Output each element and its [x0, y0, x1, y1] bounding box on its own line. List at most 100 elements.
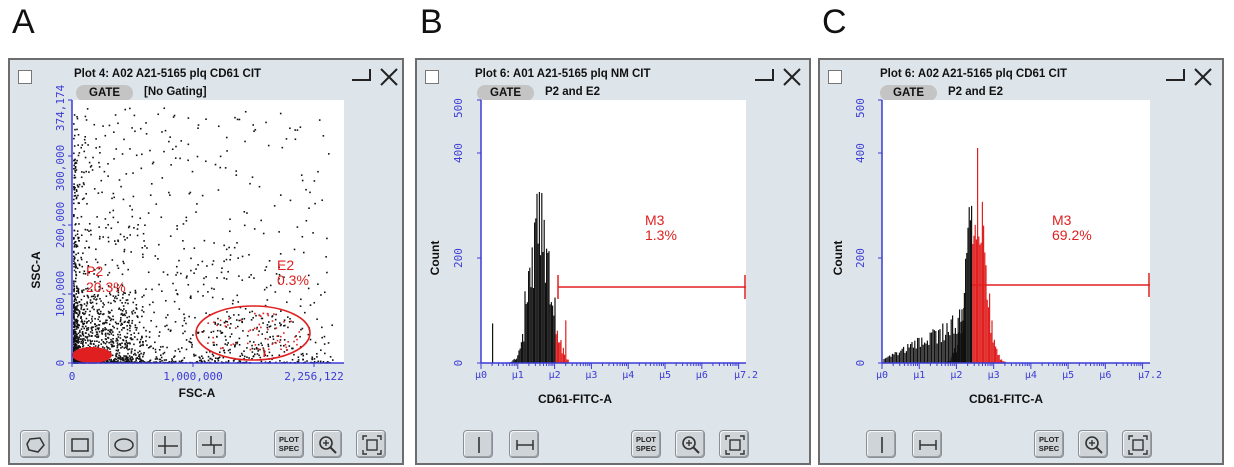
event-dot: [74, 328, 76, 331]
close-icon[interactable]: [781, 66, 803, 88]
minimize-icon[interactable]: [350, 66, 376, 88]
event-dot: [145, 133, 148, 135]
plot-spec-button[interactable]: PLOT SPEC: [631, 430, 661, 458]
event-dot: [130, 338, 133, 341]
event-dot: [290, 320, 292, 323]
gate-button[interactable]: GATE: [880, 85, 938, 101]
range-marker-button[interactable]: [912, 430, 942, 458]
plot-spec-button[interactable]: PLOT SPEC: [274, 430, 304, 458]
quadrant-gate-button[interactable]: [152, 430, 182, 458]
close-icon[interactable]: [1192, 66, 1214, 88]
event-dot: [97, 346, 99, 348]
event-dot: [212, 260, 215, 262]
event-dot: [84, 339, 86, 342]
event-dot: [155, 203, 158, 205]
plot-spec-button[interactable]: PLOT SPEC: [1034, 430, 1064, 458]
event-dot: [239, 306, 242, 309]
select-plot-checkbox[interactable]: [828, 70, 842, 84]
event-dot: [117, 333, 119, 336]
event-dot: [223, 277, 225, 279]
minimize-icon[interactable]: [1164, 66, 1190, 88]
event-dot: [224, 320, 227, 323]
event-dot: [75, 332, 77, 335]
event-dot: [104, 321, 107, 324]
event-dot: [160, 216, 163, 219]
event-dot: [302, 354, 305, 357]
event-dot: [138, 354, 141, 356]
event-dot: [97, 336, 99, 339]
event-dot: [75, 244, 78, 246]
event-dot: [73, 305, 75, 308]
rectangle-gate-button[interactable]: [64, 430, 94, 458]
polygon-gate-button[interactable]: [20, 430, 50, 458]
event-dot: [75, 245, 78, 247]
polygon-icon: [26, 437, 45, 453]
event-dot: [123, 138, 125, 141]
event-dot: [133, 332, 136, 335]
event-dot: [300, 353, 303, 356]
event-dot: [117, 291, 120, 294]
event-dot: [112, 337, 114, 340]
event-dot: [161, 177, 164, 179]
fit-view-button[interactable]: [356, 430, 386, 458]
event-dot: [205, 312, 207, 314]
zoom-in-button[interactable]: [1078, 430, 1108, 458]
select-plot-checkbox[interactable]: [18, 70, 32, 84]
event-dot: [94, 281, 96, 283]
ellipse-gate-button[interactable]: [108, 430, 138, 458]
split-quadrant-gate-button[interactable]: [196, 430, 226, 458]
event-dot: [76, 128, 78, 131]
vertical-marker-button[interactable]: [463, 430, 493, 458]
event-dot: [86, 336, 89, 338]
minimize-icon[interactable]: [753, 66, 779, 88]
event-dot: [136, 228, 139, 230]
event-dot: [316, 352, 318, 355]
gate-button[interactable]: GATE: [76, 85, 134, 101]
event-dot: [199, 357, 201, 359]
event-dot: [107, 315, 110, 318]
event-dot: [296, 360, 299, 363]
event-dot: [85, 322, 88, 324]
event-dot: [89, 299, 92, 301]
vertical-marker-button[interactable]: [866, 430, 896, 458]
fit-view-button[interactable]: [719, 430, 749, 458]
select-plot-checkbox[interactable]: [425, 70, 439, 84]
zoom-in-button[interactable]: [312, 430, 342, 458]
event-dot: [73, 245, 76, 248]
event-dot: [73, 251, 75, 254]
gate-button[interactable]: GATE: [477, 85, 535, 101]
event-dot: [82, 345, 84, 348]
event-dot: [173, 360, 175, 363]
event-dot: [271, 354, 274, 357]
event-dot: [84, 312, 86, 315]
range-marker-button[interactable]: [509, 430, 539, 458]
event-dot: [123, 262, 125, 265]
zoom-in-button[interactable]: [675, 430, 705, 458]
event-dot: [75, 169, 78, 171]
event-dot: [73, 344, 75, 346]
event-dot: [148, 331, 151, 333]
event-dot: [119, 337, 122, 339]
event-dot: [309, 338, 312, 341]
event-dot: [320, 294, 322, 296]
event-dot: [229, 317, 232, 319]
event-dot: [75, 196, 78, 199]
event-dot: [86, 302, 89, 305]
event-dot: [87, 344, 90, 347]
event-dot: [126, 332, 129, 335]
event-dot: [117, 122, 119, 125]
event-dot: [74, 337, 76, 340]
fit-view-button[interactable]: [1122, 430, 1152, 458]
event-dot: [86, 339, 89, 341]
event-dot: [105, 227, 107, 229]
close-icon[interactable]: [378, 66, 400, 88]
event-dot: [117, 221, 119, 224]
e2-gate-ellipse[interactable]: [195, 305, 311, 361]
event-dot: [87, 327, 90, 329]
event-dot: [74, 308, 76, 310]
event-dot: [240, 319, 242, 322]
event-dot: [109, 329, 111, 331]
event-dot: [73, 183, 75, 185]
event-dot: [119, 357, 121, 359]
event-dot: [123, 291, 125, 294]
